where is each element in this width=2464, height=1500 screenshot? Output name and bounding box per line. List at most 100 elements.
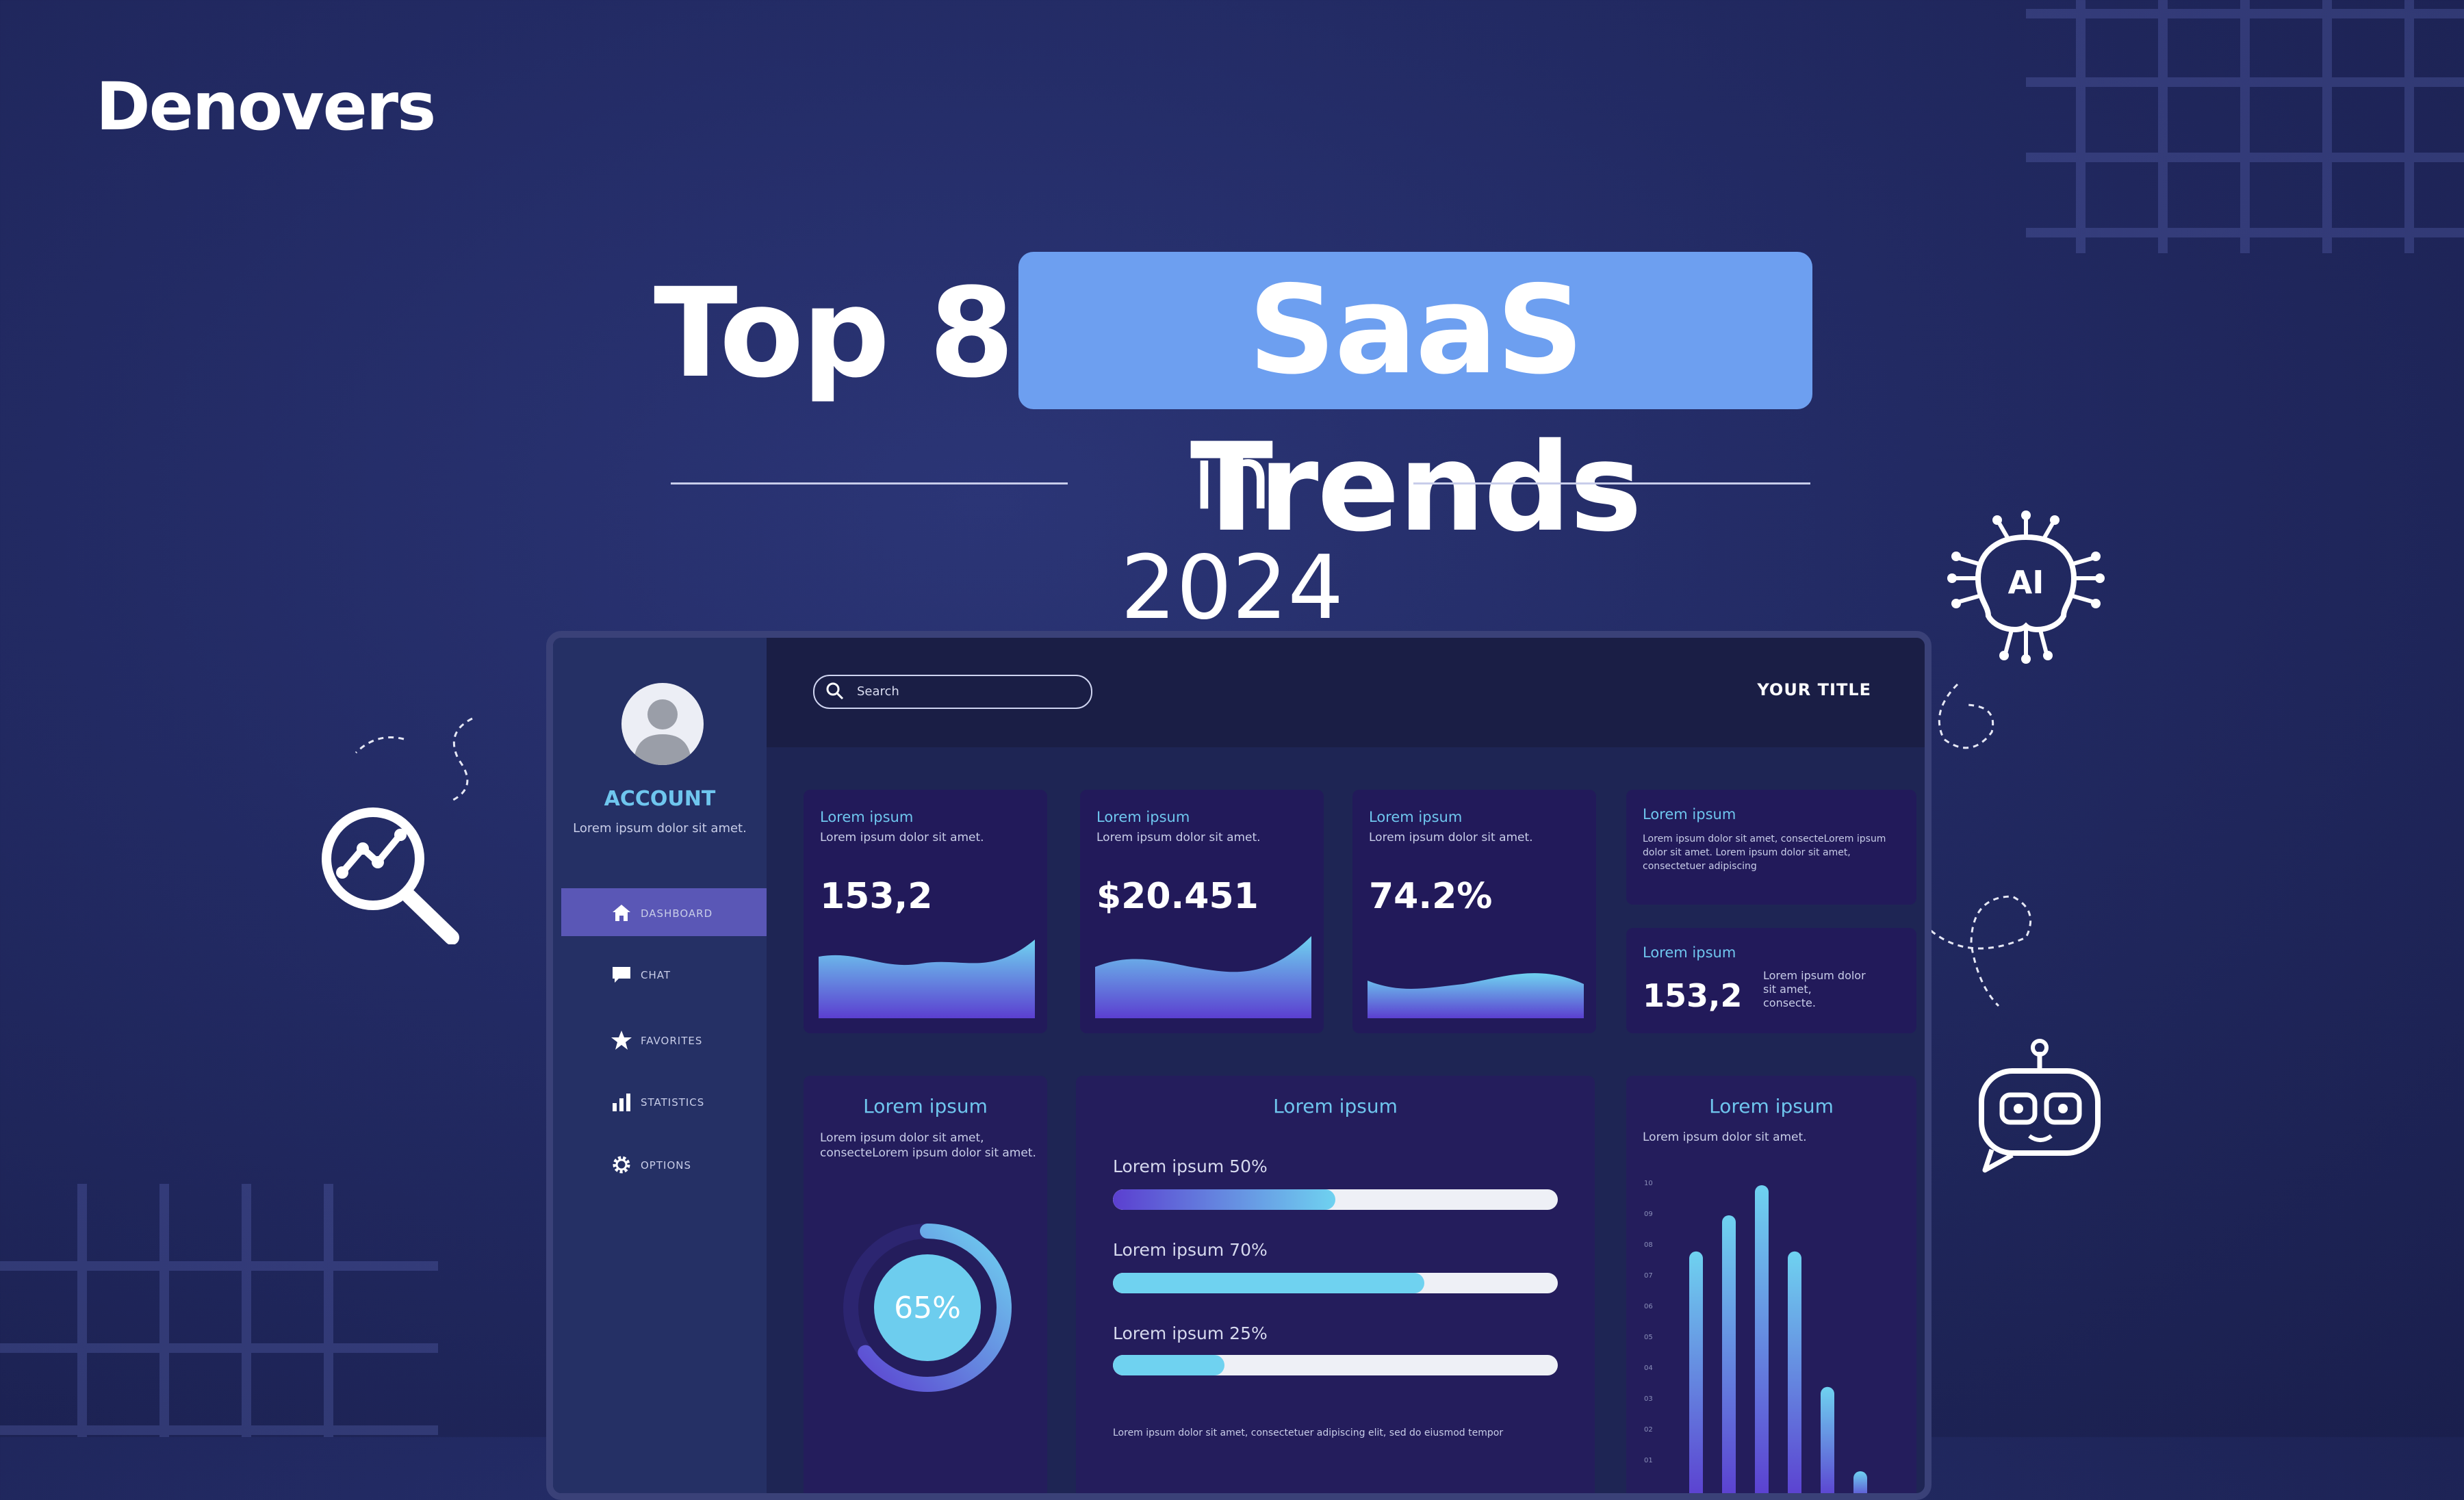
subheadline: in 2024 <box>0 424 2464 639</box>
y-tick-label: 07 <box>1644 1272 1653 1280</box>
y-tick-label: 03 <box>1644 1395 1653 1403</box>
y-tick-label: 10 <box>1644 1180 1653 1187</box>
progress-fill <box>1113 1189 1335 1210</box>
y-tick-label: 01 <box>1644 1457 1653 1464</box>
panel-footer: Lorem ipsum dolor sit amet, consectetuer… <box>1113 1427 1504 1438</box>
user-icon <box>634 699 691 765</box>
y-tick-label: 06 <box>1644 1303 1653 1310</box>
card-title: Lorem ipsum <box>1643 806 1736 823</box>
progress-label: Lorem ipsum 50% <box>1113 1156 1268 1176</box>
avatar[interactable] <box>621 683 704 765</box>
panel-title: Lorem ipsum <box>1273 1095 1398 1117</box>
bar-chart-icon <box>613 1094 630 1111</box>
sidebar-item-options[interactable]: OPTIONS <box>561 1140 767 1188</box>
card-description: Lorem ipsum dolor sit amet, consecte. <box>1763 969 1866 1009</box>
bar-chart: 10 09 08 07 06 05 04 03 02 01 <box>1644 1180 1867 1493</box>
grid-decoration-top-right <box>2026 0 2464 253</box>
top-bar: Search YOUR TITLE <box>767 638 1925 747</box>
bar-chart-panel: Lorem ipsum Lorem ipsum dolor sit amet. … <box>1626 1076 1916 1493</box>
progress-fill <box>1113 1355 1224 1375</box>
panel-title: Lorem ipsum <box>863 1095 988 1117</box>
bar-2 <box>1722 1215 1736 1493</box>
headline-plain: Top 8 <box>654 262 1014 405</box>
donut-chart: 65% <box>843 1224 1012 1392</box>
magnifier-chart-icon <box>322 717 473 944</box>
area-sparkline <box>1095 936 1311 1018</box>
y-tick-label: 08 <box>1644 1241 1653 1249</box>
card-description: Lorem ipsum dolor sit amet. <box>820 831 984 844</box>
y-tick-label: 02 <box>1644 1426 1653 1434</box>
chat-icon <box>613 967 630 983</box>
panel-description: Lorem ipsum dolor sit amet. <box>1643 1130 1807 1144</box>
divider-left <box>671 482 1068 484</box>
card-value: $20.451 <box>1096 876 1259 917</box>
sidebar-item-favorites[interactable]: FAVORITES <box>561 1016 767 1063</box>
panel-title: Lorem ipsum <box>1709 1095 1834 1117</box>
robot-chat-icon <box>1979 1039 2101 1173</box>
donut-panel: Lorem ipsum Lorem ipsum dolor sit amet, … <box>804 1076 1047 1493</box>
sidebar-item-label: FAVORITES <box>641 1035 703 1047</box>
progress-track <box>1113 1273 1558 1293</box>
sidebar-item-label: CHAT <box>641 969 671 981</box>
bar-3 <box>1755 1185 1769 1493</box>
headline: Top 8 SaaS Trends <box>0 252 2464 558</box>
donut-value-label: 65% <box>894 1291 961 1326</box>
sidebar-item-label: STATISTICS <box>641 1096 705 1109</box>
sidebar-item-label: OPTIONS <box>641 1159 691 1172</box>
progress-label: Lorem ipsum 25% <box>1113 1323 1268 1343</box>
dashed-path-decoration <box>1922 683 2032 1007</box>
divider-right <box>1413 482 1810 484</box>
headline-highlight-text: SaaS Trends <box>1190 259 1642 558</box>
sidebar-item-chat[interactable]: CHAT <box>561 950 767 998</box>
card-value: 153,2 <box>1643 977 1743 1014</box>
account-subtitle: Lorem ipsum dolor sit amet. <box>573 821 747 836</box>
sidebar: ACCOUNT Lorem ipsum dolor sit amet. DASH… <box>553 638 767 1493</box>
subheadline-text: in 2024 <box>1120 428 1344 639</box>
search-input[interactable]: Search <box>813 675 1092 709</box>
progress-fill <box>1113 1273 1424 1293</box>
card-title: Lorem ipsum <box>1369 809 1463 825</box>
brand-logo[interactable]: Denovers <box>96 68 436 145</box>
dashboard-monitor: ACCOUNT Lorem ipsum dolor sit amet. DASH… <box>546 631 1932 1500</box>
sidebar-item-statistics[interactable]: STATISTICS <box>561 1077 767 1125</box>
bar-1 <box>1689 1251 1703 1493</box>
stat-card[interactable]: Lorem ipsum Lorem ipsum dolor sit amet. … <box>804 790 1047 1033</box>
panel-description: Lorem ipsum dolor sit amet, consecteLore… <box>820 1131 1036 1160</box>
home-icon <box>613 905 630 921</box>
search-placeholder: Search <box>857 684 899 699</box>
grid-decoration-bottom-left <box>0 1184 438 1437</box>
ai-brain-icon: AI <box>1947 510 2105 664</box>
mini-stat-card[interactable]: Lorem ipsum 153,2 Lorem ipsum dolor sit … <box>1626 928 1916 1033</box>
card-description: Lorem ipsum dolor sit amet, consecteLore… <box>1643 833 1886 872</box>
account-title: ACCOUNT <box>604 787 716 811</box>
headline-highlight-box: SaaS Trends <box>1018 252 1812 558</box>
area-sparkline <box>1368 973 1584 1018</box>
card-title: Lorem ipsum <box>820 809 914 825</box>
sidebar-item-dashboard[interactable]: DASHBOARD <box>561 888 767 936</box>
bar-5 <box>1821 1386 1834 1493</box>
sidebar-item-label: DASHBOARD <box>641 907 713 920</box>
page-title: YOUR TITLE <box>1757 680 1871 699</box>
y-tick-label: 04 <box>1644 1365 1653 1372</box>
stat-card[interactable]: Lorem ipsum Lorem ipsum dolor sit amet. … <box>1352 790 1596 1033</box>
card-title: Lorem ipsum <box>1643 944 1736 961</box>
progress-track <box>1113 1189 1558 1210</box>
card-value: 153,2 <box>820 876 933 917</box>
card-description: Lorem ipsum dolor sit amet. <box>1369 831 1533 844</box>
search-icon <box>826 682 844 700</box>
stat-card[interactable]: Lorem ipsum Lorem ipsum dolor sit amet. … <box>1080 790 1324 1033</box>
area-sparkline <box>819 940 1035 1018</box>
bar-6 <box>1853 1471 1867 1493</box>
bar-4 <box>1788 1251 1801 1493</box>
progress-label: Lorem ipsum 70% <box>1113 1240 1268 1260</box>
gear-icon <box>613 1156 630 1174</box>
card-description: Lorem ipsum dolor sit amet. <box>1096 831 1261 844</box>
donut-arc <box>843 1224 1012 1392</box>
progress-track <box>1113 1355 1558 1375</box>
y-tick-label: 05 <box>1644 1334 1653 1341</box>
text-card[interactable]: Lorem ipsum Lorem ipsum dolor sit amet, … <box>1626 790 1916 905</box>
card-title: Lorem ipsum <box>1096 809 1190 825</box>
y-tick-label: 09 <box>1644 1211 1653 1218</box>
ai-badge-text: AI <box>2008 564 2044 601</box>
card-value: 74.2% <box>1369 876 1493 917</box>
